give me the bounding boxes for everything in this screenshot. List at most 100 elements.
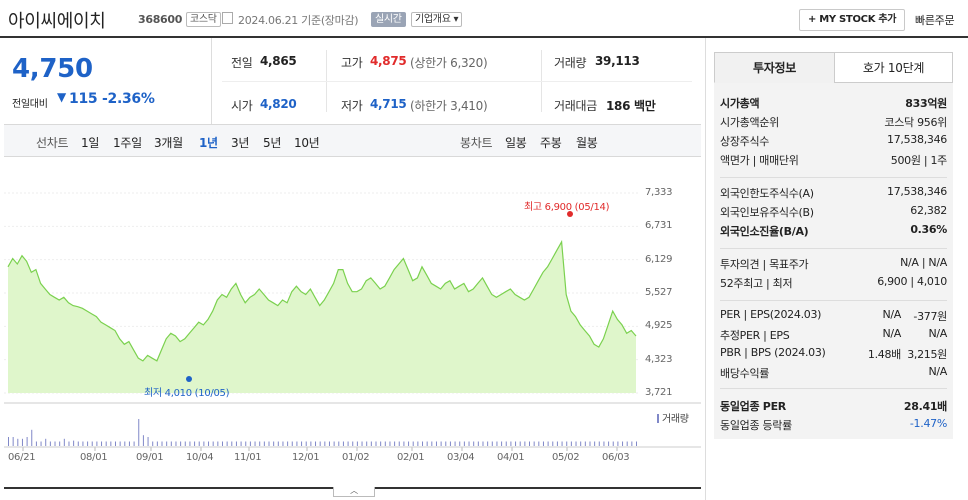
volume-bar [366,441,368,446]
info-row: 배당수익률 N/A [720,365,947,383]
info-row: 외국인소진율(B/A) 0.36% [720,223,947,241]
info-row: PBR | BPS (2024.03) 1.48배 3,215원 [720,346,947,364]
price-block: 4,750 전일대비 ▼ 115 -2.36% [4,38,212,124]
info-value: -1.47% [909,417,947,430]
volume-bar [389,441,391,446]
volume-bar [235,441,237,446]
volume-bar [142,435,144,446]
volume-bar [342,441,344,446]
stock-code: 368600 [138,13,183,26]
row-divider [222,81,692,82]
info-key: 동일업종 PER [720,400,786,413]
summary-grid: 전일 4,865 고가 4,875 (상한가 6,320) 거래량 39,113… [212,38,702,124]
volume-bar [217,441,219,446]
volume-bar [221,441,223,446]
volume-bar [259,441,261,446]
period-10y[interactable]: 10년 [294,136,320,150]
info-value: 17,538,346 [887,185,947,198]
x-tick-label: 08/01 [80,452,108,463]
min-marker [186,376,192,382]
volume-bar [77,441,79,446]
volume-bar [305,441,307,446]
info-divider [720,300,947,301]
info-value: -377원 [913,310,947,323]
company-overview-button[interactable]: 기업개요 ▾ [411,12,463,27]
y-tick-label: 6,129 [645,253,673,265]
volume-bar [398,441,400,446]
volume-bar [231,441,233,446]
volume-bar [505,441,507,446]
info-value: 62,382 [910,204,947,217]
period-5y[interactable]: 5년 [263,136,282,150]
volume-bar [356,441,358,446]
realtime-badge[interactable]: 실시간 [371,12,406,27]
period-1d[interactable]: 1일 [81,136,100,150]
info-key: 동일업종 등락률 [720,419,792,432]
info-body [714,83,953,439]
period-1y[interactable]: 1년 [199,136,218,150]
volume-bar [584,441,586,446]
volume-bar [263,441,265,446]
candle-monthly[interactable]: 월봉 [576,136,598,150]
period-3y[interactable]: 3년 [231,136,250,150]
candle-daily[interactable]: 일봉 [505,136,527,150]
volume-bar [417,441,419,446]
volume-bar [542,441,544,446]
volume-bar [133,441,135,446]
line-chart-label[interactable]: 선차트 [36,136,69,150]
my-stock-add-button[interactable]: + MY STOCK 추가 [799,9,906,31]
volume-bar [254,441,256,446]
volume-bar [422,441,424,446]
period-3m[interactable]: 3개월 [154,136,183,150]
info-divider [720,248,947,249]
volume-bar [226,441,228,446]
volume-bar [184,441,186,446]
volume-bar [175,441,177,446]
volume-bar [510,441,512,446]
tab-invest-info[interactable]: 투자정보 [714,52,835,83]
volume-bar [598,441,600,446]
info-row: 52주최고 | 최저 6,900 | 4,010 [720,275,947,293]
max-label: 최고 6,900 (05/14) [524,202,610,213]
x-tick-label: 06/03 [602,452,630,463]
info-key: PBR | BPS (2024.03) [720,346,826,359]
candle-chart-label[interactable]: 봉차트 [460,136,493,150]
quick-order-link[interactable]: 빠른주문 [915,14,955,27]
volume-bar [59,441,61,446]
y-tick-label: 7,333 [645,187,673,198]
collapse-toggle-button[interactable]: ︿ [333,487,375,497]
info-value: N/A [928,365,947,378]
info-key: PER | EPS(2024.03) [720,308,822,321]
volume-bar [198,441,200,446]
volume-bar [566,441,568,446]
volume-bar [245,441,247,446]
volume-bar [8,437,9,446]
info-value: 3,215원 [907,348,947,361]
volume-bar [114,441,116,446]
info-row: 외국인보유주식수(B) 62,382 [720,204,947,222]
info-value-1: 1.48배 [867,348,901,361]
tab-quote-10[interactable]: 호가 10단계 [834,52,953,83]
x-tick-label: 09/01 [136,452,164,463]
volume-bar [105,441,107,446]
volume-bar [622,441,624,446]
volume-bar [459,441,461,446]
volume-bar [208,441,210,446]
volume-bar [324,441,326,446]
volume-bar [296,441,298,446]
info-key: 상장주식수 [720,135,770,148]
info-row: 외국인한도주식수(A) 17,538,346 [720,185,947,203]
volume-bar [408,441,410,446]
volume-bar [26,437,28,446]
volume-bar [119,441,121,446]
low-value: 4,715 [370,97,407,111]
prev-value: 4,865 [260,54,297,68]
period-1w[interactable]: 1주일 [113,136,142,150]
x-tick-label: 04/01 [497,452,525,463]
volume-bar [380,441,382,446]
info-key: 배당수익률 [720,367,770,380]
volume-bar [556,441,558,446]
volume-bar [570,441,572,446]
candle-weekly[interactable]: 주봉 [540,136,562,150]
info-key: 외국인한도주식수(A) [720,187,814,200]
